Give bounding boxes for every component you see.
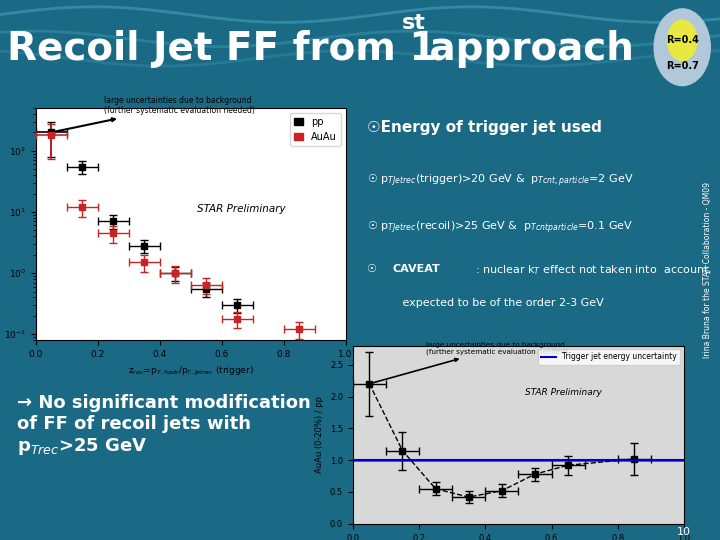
Text: R=0.4: R=0.4: [666, 35, 698, 45]
Text: Recoil Jet FF from 1: Recoil Jet FF from 1: [7, 30, 437, 68]
Text: CAVEAT: CAVEAT: [392, 264, 440, 274]
Legend: Trigger jet energy uncertainty: Trigger jet energy uncertainty: [538, 349, 680, 364]
Text: 10: 10: [677, 526, 691, 537]
Circle shape: [654, 9, 710, 86]
Text: ☉ p$_{TJetrec}$(trigger)>20 GeV &  p$_{Tcnt,particle}$=2 GeV: ☉ p$_{TJetrec}$(trigger)>20 GeV & p$_{Tc…: [367, 173, 634, 190]
Text: : nuclear k$_T$ effect not taken into  account,: : nuclear k$_T$ effect not taken into ac…: [475, 264, 712, 278]
Text: Irina Bruna for the STAR Collaboration - QM09: Irina Bruna for the STAR Collaboration -…: [703, 182, 712, 358]
Text: ☉ p$_{TJetrec}$(recoil)>25 GeV &  p$_{Tcntparticle}$=0.1 GeV: ☉ p$_{TJetrec}$(recoil)>25 GeV & p$_{Tcn…: [367, 219, 634, 236]
Circle shape: [667, 20, 697, 60]
Text: large uncertainties due to background
(further systematic evaluation needed): large uncertainties due to background (f…: [54, 96, 255, 132]
Text: → No significant modification
of FF of recoil jets with
p$_{Trec}$>25 GeV: → No significant modification of FF of r…: [17, 394, 311, 457]
X-axis label: z$_{rec}$=p$_{T,hadr}$/p$_{T,Jet rec}$ (trigger): z$_{rec}$=p$_{T,hadr}$/p$_{T,Jet rec}$ (…: [128, 364, 253, 377]
Text: ☉Energy of trigger jet used: ☉Energy of trigger jet used: [367, 120, 602, 134]
Text: st: st: [402, 14, 426, 33]
Text: ☉: ☉: [367, 264, 381, 274]
Text: large uncertainties due to background
(further systematic evaluation needed): large uncertainties due to background (f…: [372, 342, 567, 383]
Text: STAR Preliminary: STAR Preliminary: [197, 205, 286, 214]
Y-axis label: AuAu (0-20%) / pp: AuAu (0-20%) / pp: [315, 396, 325, 473]
Text: approach: approach: [416, 30, 634, 68]
Text: expected to be of the order 2-3 GeV: expected to be of the order 2-3 GeV: [392, 299, 604, 308]
Text: STAR Preliminary: STAR Preliminary: [525, 388, 602, 397]
Legend: pp, AuAu: pp, AuAu: [289, 113, 341, 145]
Text: R=0.7: R=0.7: [666, 62, 698, 71]
